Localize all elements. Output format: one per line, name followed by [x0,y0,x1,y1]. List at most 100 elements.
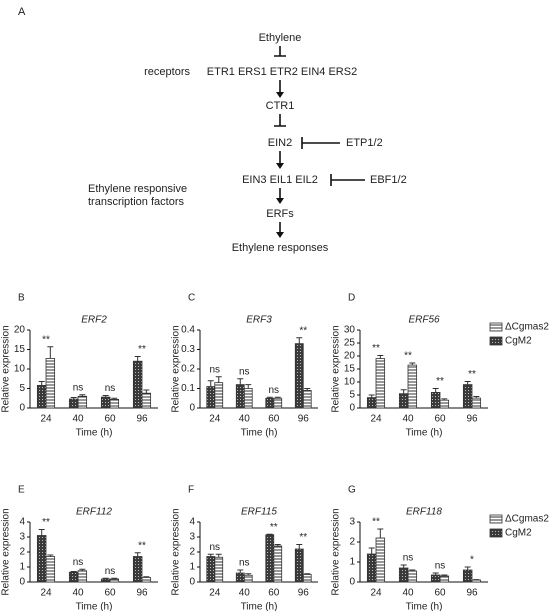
y-tick-label: 1 [349,557,355,568]
x-tick-label: 24 [40,414,52,425]
error-bar [368,394,375,398]
bar [100,578,111,583]
y-tick-label: 10 [344,377,356,388]
significance-label: ** [404,351,412,362]
bar [302,574,312,583]
chart-title: ERF115 [241,507,277,518]
error-bar [111,397,118,400]
panel-label: D [348,293,355,304]
bar [132,360,143,409]
x-tick-label: 24 [209,588,221,599]
legend-swatch [489,322,503,332]
legend-label: ΔCgmas2 [505,514,549,525]
inhibit-arrow [274,114,286,127]
chart: F ERF115 0 1 2 3 4 Relative expression Time (h) 2… [171,485,318,611]
y-tick-label: 0 [19,577,25,588]
bar [68,571,79,583]
legend-label: CgM2 [505,528,532,539]
bar [273,545,283,583]
chart-title: ERF118 [406,507,442,518]
y-tick-label: 10 [14,364,26,375]
significance-label: ns [239,366,250,377]
y-axis-label: Relative expression [331,325,342,412]
error-bar [377,354,384,359]
panel-label: A [18,6,26,18]
x-tick-label: 24 [370,588,382,599]
error-bar [377,528,384,538]
y-tick-label: 2 [19,547,25,558]
x-axis-label: Time (h) [76,602,113,611]
y-tick-label: 2 [189,547,195,558]
node: EIN3 EIL1 EIL2 [242,174,318,186]
error-bar [70,396,77,400]
node: ERFs [266,208,294,220]
error-bar [245,573,252,576]
x-axis-label: Time (h) [241,602,278,611]
x-axis-label: Time (h) [406,602,443,611]
error-bar [237,378,244,385]
error-bar [111,577,118,579]
error-bar [143,389,150,394]
x-tick-label: 40 [402,414,414,425]
x-tick-label: 96 [136,414,148,425]
significance-label: ** [372,343,380,354]
bar [471,397,482,409]
x-tick-label: 96 [466,414,478,425]
error-bar [38,380,45,386]
y-tick-label: 0.3 [181,344,195,355]
error-bar [400,389,407,394]
error-bar [245,384,252,389]
error-bar [432,388,439,393]
x-tick-label: 60 [434,414,446,425]
bar [141,392,152,409]
x-tick-label: 96 [136,588,148,599]
y-tick-label: 1 [19,562,25,573]
significance-label: ns [268,385,279,396]
significance-label: ** [299,532,307,543]
bar [206,556,216,583]
error-bar [215,553,222,558]
node: EBF1/2 [370,174,407,186]
panel-label: B [18,293,25,304]
error-bar [464,566,471,570]
significance-label: ** [372,517,380,528]
error-bar [143,576,150,578]
chart-title: ERF112 [76,507,112,518]
bar [302,390,312,409]
x-tick-label: 60 [268,588,280,599]
legend-label: CgM2 [505,336,532,347]
bar [214,382,224,409]
error-bar [274,544,281,546]
y-tick-label: 3 [189,532,195,543]
x-tick-label: 24 [370,414,382,425]
significance-label: ** [42,517,50,528]
inhibit-arrow [301,137,340,149]
significance-label: * [470,555,474,566]
bar [294,548,304,583]
bar [398,567,409,583]
significance-label: ns [403,553,414,564]
error-bar [274,396,281,399]
y-tick-label: 0 [349,577,355,588]
arrow-head [276,198,284,204]
significance-label: ns [435,561,446,572]
bar [109,578,120,583]
error-bar [207,380,214,387]
node: ETP1/2 [346,137,383,149]
error-bar [409,362,416,366]
y-axis-label: Relative expression [171,325,182,412]
significance-label: ** [138,540,146,551]
bar [430,391,441,409]
x-tick-label: 60 [104,414,116,425]
error-bar [304,573,311,575]
y-tick-label: 0.1 [181,383,195,394]
y-tick-label: 0 [349,403,355,414]
y-tick-label: 15 [14,344,26,355]
bar [375,537,386,583]
y-axis-label: Relative expression [171,508,182,595]
bar [235,384,245,409]
inhibit-arrow [274,46,286,57]
bar [68,398,79,409]
y-tick-label: 0.4 [181,325,195,336]
